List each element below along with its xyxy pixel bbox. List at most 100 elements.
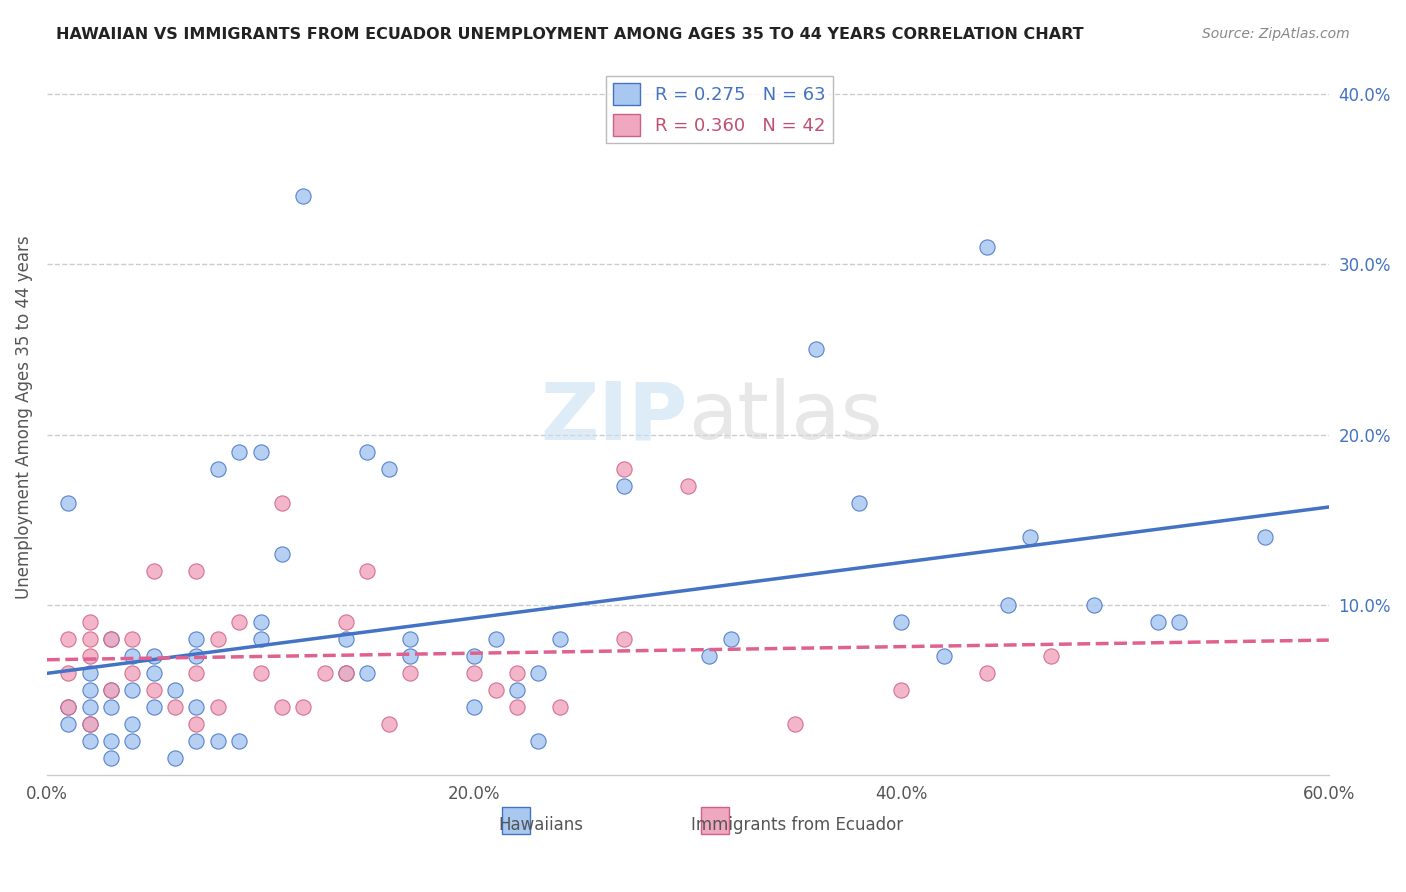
Point <box>1018 530 1040 544</box>
Point <box>1083 598 1105 612</box>
Point <box>79 666 101 681</box>
Text: Source: ZipAtlas.com: Source: ZipAtlas.com <box>1202 27 1350 41</box>
Point <box>142 648 165 663</box>
Y-axis label: Unemployment Among Ages 35 to 44 years: Unemployment Among Ages 35 to 44 years <box>15 235 32 599</box>
Point <box>377 461 399 475</box>
Point <box>186 717 208 731</box>
Point <box>186 564 208 578</box>
Point <box>848 496 870 510</box>
Point <box>121 683 143 698</box>
Point <box>463 648 485 663</box>
Point <box>207 632 229 646</box>
Point <box>79 683 101 698</box>
Point <box>1253 530 1275 544</box>
Point <box>399 632 422 646</box>
Bar <box>700 806 728 834</box>
Point <box>484 632 506 646</box>
Point <box>79 648 101 663</box>
Point <box>613 461 636 475</box>
Point <box>249 632 271 646</box>
Text: Hawaiians: Hawaiians <box>498 816 583 834</box>
Point <box>58 496 80 510</box>
Point <box>142 683 165 698</box>
Point <box>142 564 165 578</box>
Point <box>58 666 80 681</box>
Point <box>356 666 378 681</box>
Point <box>548 632 571 646</box>
Point <box>121 734 143 748</box>
Point <box>79 734 101 748</box>
Point <box>270 547 292 561</box>
Point <box>484 683 506 698</box>
Point <box>228 615 250 629</box>
Point <box>207 700 229 714</box>
Point <box>142 666 165 681</box>
Point <box>58 700 80 714</box>
Point <box>548 700 571 714</box>
Point <box>399 648 422 663</box>
Point <box>228 734 250 748</box>
Point <box>613 478 636 492</box>
Point <box>249 615 271 629</box>
Point <box>377 717 399 731</box>
Point <box>165 751 187 765</box>
Point <box>79 632 101 646</box>
Point <box>976 240 998 254</box>
Point <box>142 700 165 714</box>
Point <box>58 717 80 731</box>
Point <box>79 700 101 714</box>
Point <box>79 717 101 731</box>
Legend: R = 0.275   N = 63, R = 0.360   N = 42: R = 0.275 N = 63, R = 0.360 N = 42 <box>606 76 832 144</box>
Point <box>165 700 187 714</box>
Point <box>527 666 550 681</box>
Text: HAWAIIAN VS IMMIGRANTS FROM ECUADOR UNEMPLOYMENT AMONG AGES 35 TO 44 YEARS CORRE: HAWAIIAN VS IMMIGRANTS FROM ECUADOR UNEM… <box>56 27 1084 42</box>
Point <box>335 615 357 629</box>
Point <box>463 666 485 681</box>
Point <box>356 564 378 578</box>
Point <box>100 751 122 765</box>
Point <box>720 632 742 646</box>
Point <box>58 700 80 714</box>
Point <box>121 632 143 646</box>
Point <box>121 648 143 663</box>
Bar <box>502 806 530 834</box>
Text: atlas: atlas <box>688 378 882 457</box>
Point <box>186 666 208 681</box>
Point <box>249 444 271 458</box>
Point <box>934 648 956 663</box>
Point <box>58 632 80 646</box>
Point <box>335 666 357 681</box>
Point <box>527 734 550 748</box>
Point <box>1040 648 1063 663</box>
Point <box>997 598 1019 612</box>
Point <box>79 717 101 731</box>
Point <box>121 666 143 681</box>
Point <box>335 666 357 681</box>
Point <box>186 700 208 714</box>
Point <box>463 700 485 714</box>
Point <box>356 444 378 458</box>
Point <box>676 478 699 492</box>
Point <box>100 632 122 646</box>
Point <box>335 632 357 646</box>
Point <box>100 683 122 698</box>
Point <box>1147 615 1170 629</box>
Point <box>270 496 292 510</box>
Point <box>292 700 315 714</box>
Point <box>506 666 529 681</box>
Point <box>100 700 122 714</box>
Point <box>976 666 998 681</box>
Point <box>165 683 187 698</box>
Point <box>506 700 529 714</box>
Point <box>783 717 806 731</box>
Point <box>804 343 827 357</box>
Point <box>186 632 208 646</box>
Point <box>890 683 912 698</box>
Point <box>100 683 122 698</box>
Point <box>613 632 636 646</box>
Point <box>186 648 208 663</box>
Point <box>890 615 912 629</box>
Point <box>292 189 315 203</box>
Point <box>228 444 250 458</box>
Point <box>79 615 101 629</box>
